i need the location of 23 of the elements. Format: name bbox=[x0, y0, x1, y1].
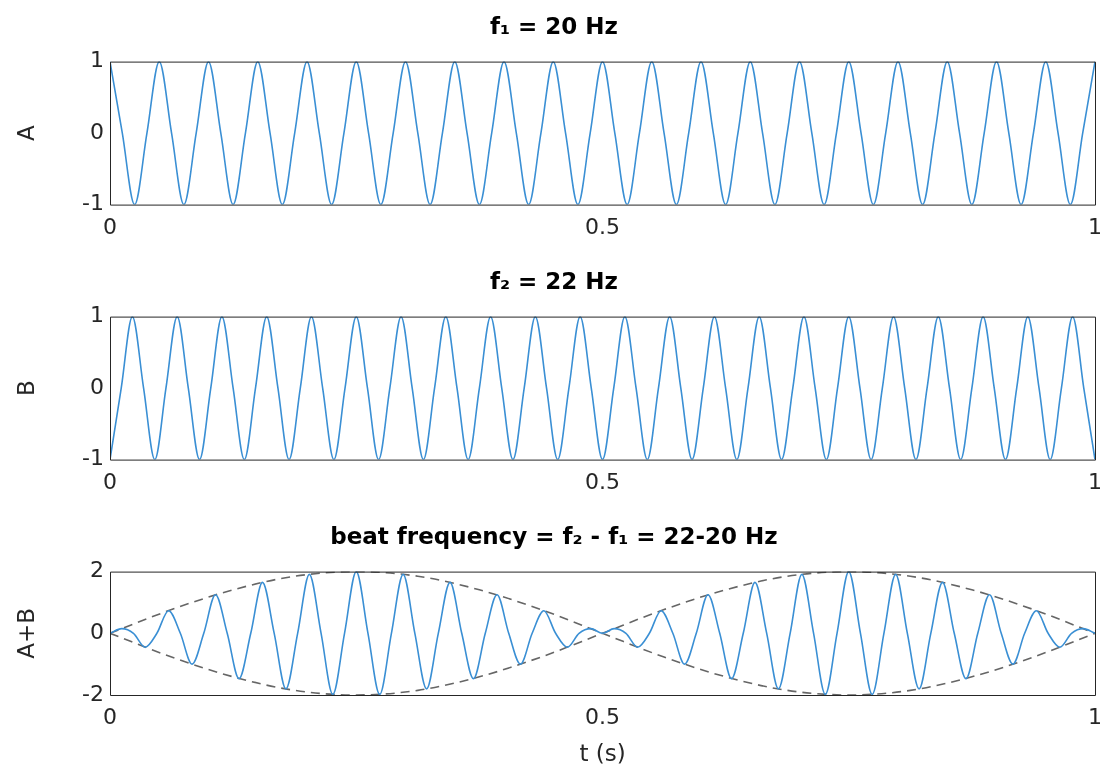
y-tick-label: 0 bbox=[90, 373, 104, 399]
chart-title: f₁ = 20 Hz bbox=[489, 12, 619, 39]
chart-title: beat frequency = f₂ - f₁ = 22-20 Hz bbox=[330, 522, 778, 549]
chart-title: f₂ = 22 Hz bbox=[489, 267, 619, 294]
line-series bbox=[110, 571, 1095, 695]
y-tick-label: -1 bbox=[82, 190, 104, 216]
y-tick-label: 1 bbox=[90, 47, 104, 73]
y-axis-title: A+B bbox=[12, 607, 39, 659]
y-tick-label: -1 bbox=[82, 445, 104, 471]
y-tick-label: 1 bbox=[90, 302, 104, 328]
y-tick-label: -2 bbox=[82, 680, 104, 706]
x-tick-label: 1 bbox=[1088, 703, 1102, 729]
x-tick-label: 0.5 bbox=[585, 213, 620, 239]
x-tick-label: 0.5 bbox=[585, 703, 620, 729]
y-tick-label: 2 bbox=[90, 557, 104, 583]
y-tick-label: 0 bbox=[90, 118, 104, 144]
x-tick-label: 1 bbox=[1088, 468, 1102, 494]
x-tick-label: 1 bbox=[1088, 213, 1102, 239]
y-tick-label: 0 bbox=[90, 619, 104, 645]
x-axis-title: t (s) bbox=[579, 740, 626, 767]
y-axis-title: B bbox=[12, 380, 39, 396]
x-tick-label: 0.5 bbox=[585, 468, 620, 494]
y-axis-title: A bbox=[12, 124, 39, 141]
